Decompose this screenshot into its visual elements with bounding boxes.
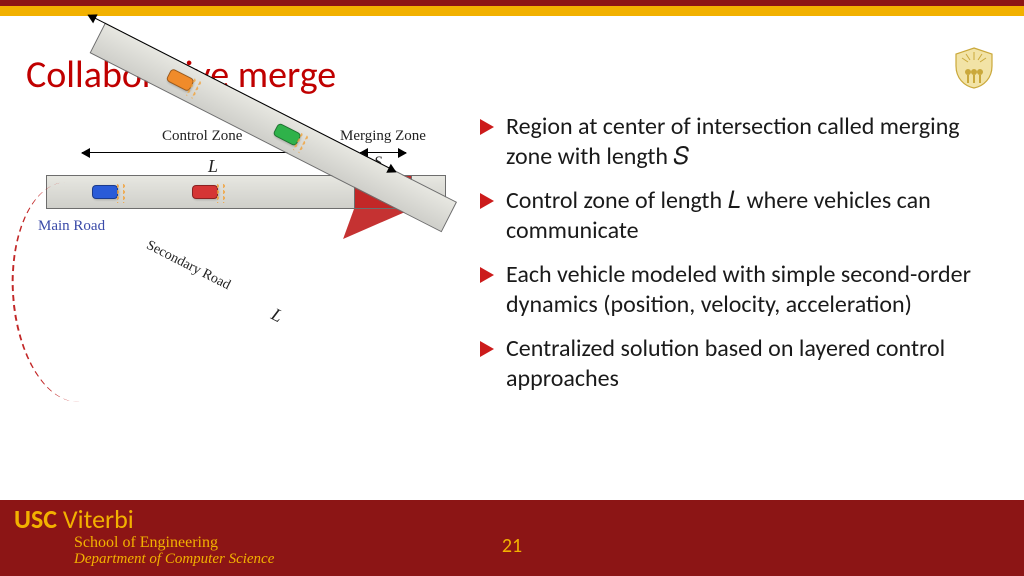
merge-diagram: Control Zone Merging Zone L S Main Road … bbox=[22, 130, 462, 430]
gold-stripe bbox=[0, 6, 1024, 16]
bullet-text: Each vehicle modeled with simple second-… bbox=[506, 260, 994, 320]
usc-viterbi-line: USC Viterbi bbox=[14, 506, 274, 533]
bullet-item: Centralized solution based on layered co… bbox=[480, 334, 994, 394]
label-L-main: L bbox=[208, 156, 218, 177]
bullet-text: Control zone of length 𝐿 where vehicles … bbox=[506, 186, 994, 246]
car-red bbox=[192, 185, 218, 199]
triangle-bullet-icon bbox=[480, 341, 494, 357]
label-L-secondary: L bbox=[268, 304, 286, 327]
diagram-column: Control Zone Merging Zone L S Main Road … bbox=[0, 108, 470, 496]
bullet-text: Region at center of intersection called … bbox=[506, 112, 994, 172]
content-area: Control Zone Merging Zone L S Main Road … bbox=[0, 108, 1024, 496]
car-orange bbox=[165, 68, 195, 92]
bullet-item: Each vehicle modeled with simple second-… bbox=[480, 260, 994, 320]
usc-text: USC bbox=[14, 503, 57, 535]
page-number: 21 bbox=[502, 534, 522, 558]
school-line: School of Engineering bbox=[74, 535, 274, 552]
control-zone-arc bbox=[4, 178, 139, 406]
bullets-column: Region at center of intersection called … bbox=[470, 108, 1024, 496]
triangle-bullet-icon bbox=[480, 119, 494, 135]
merge-zone-lower bbox=[343, 209, 412, 239]
bullet-text: Centralized solution based on layered co… bbox=[506, 334, 994, 394]
viterbi-text: Viterbi bbox=[63, 503, 134, 535]
triangle-bullet-icon bbox=[480, 267, 494, 283]
department-line: Department of Computer Science bbox=[74, 552, 274, 568]
dimension-S bbox=[360, 152, 406, 153]
label-secondary-road: Secondary Road bbox=[143, 238, 232, 294]
label-merging-zone: Merging Zone bbox=[340, 128, 426, 145]
footer-bar: USC Viterbi School of Engineering Depart… bbox=[0, 500, 1024, 576]
label-control-zone: Control Zone bbox=[162, 128, 242, 145]
car-blue bbox=[92, 185, 118, 199]
triangle-bullet-icon bbox=[480, 193, 494, 209]
car-green bbox=[272, 122, 302, 146]
usc-shield-icon bbox=[952, 46, 996, 90]
usc-branding: USC Viterbi School of Engineering Depart… bbox=[14, 506, 274, 568]
label-main-road: Main Road bbox=[38, 218, 105, 235]
bullet-item: Region at center of intersection called … bbox=[480, 112, 994, 172]
bullet-item: Control zone of length 𝐿 where vehicles … bbox=[480, 186, 994, 246]
